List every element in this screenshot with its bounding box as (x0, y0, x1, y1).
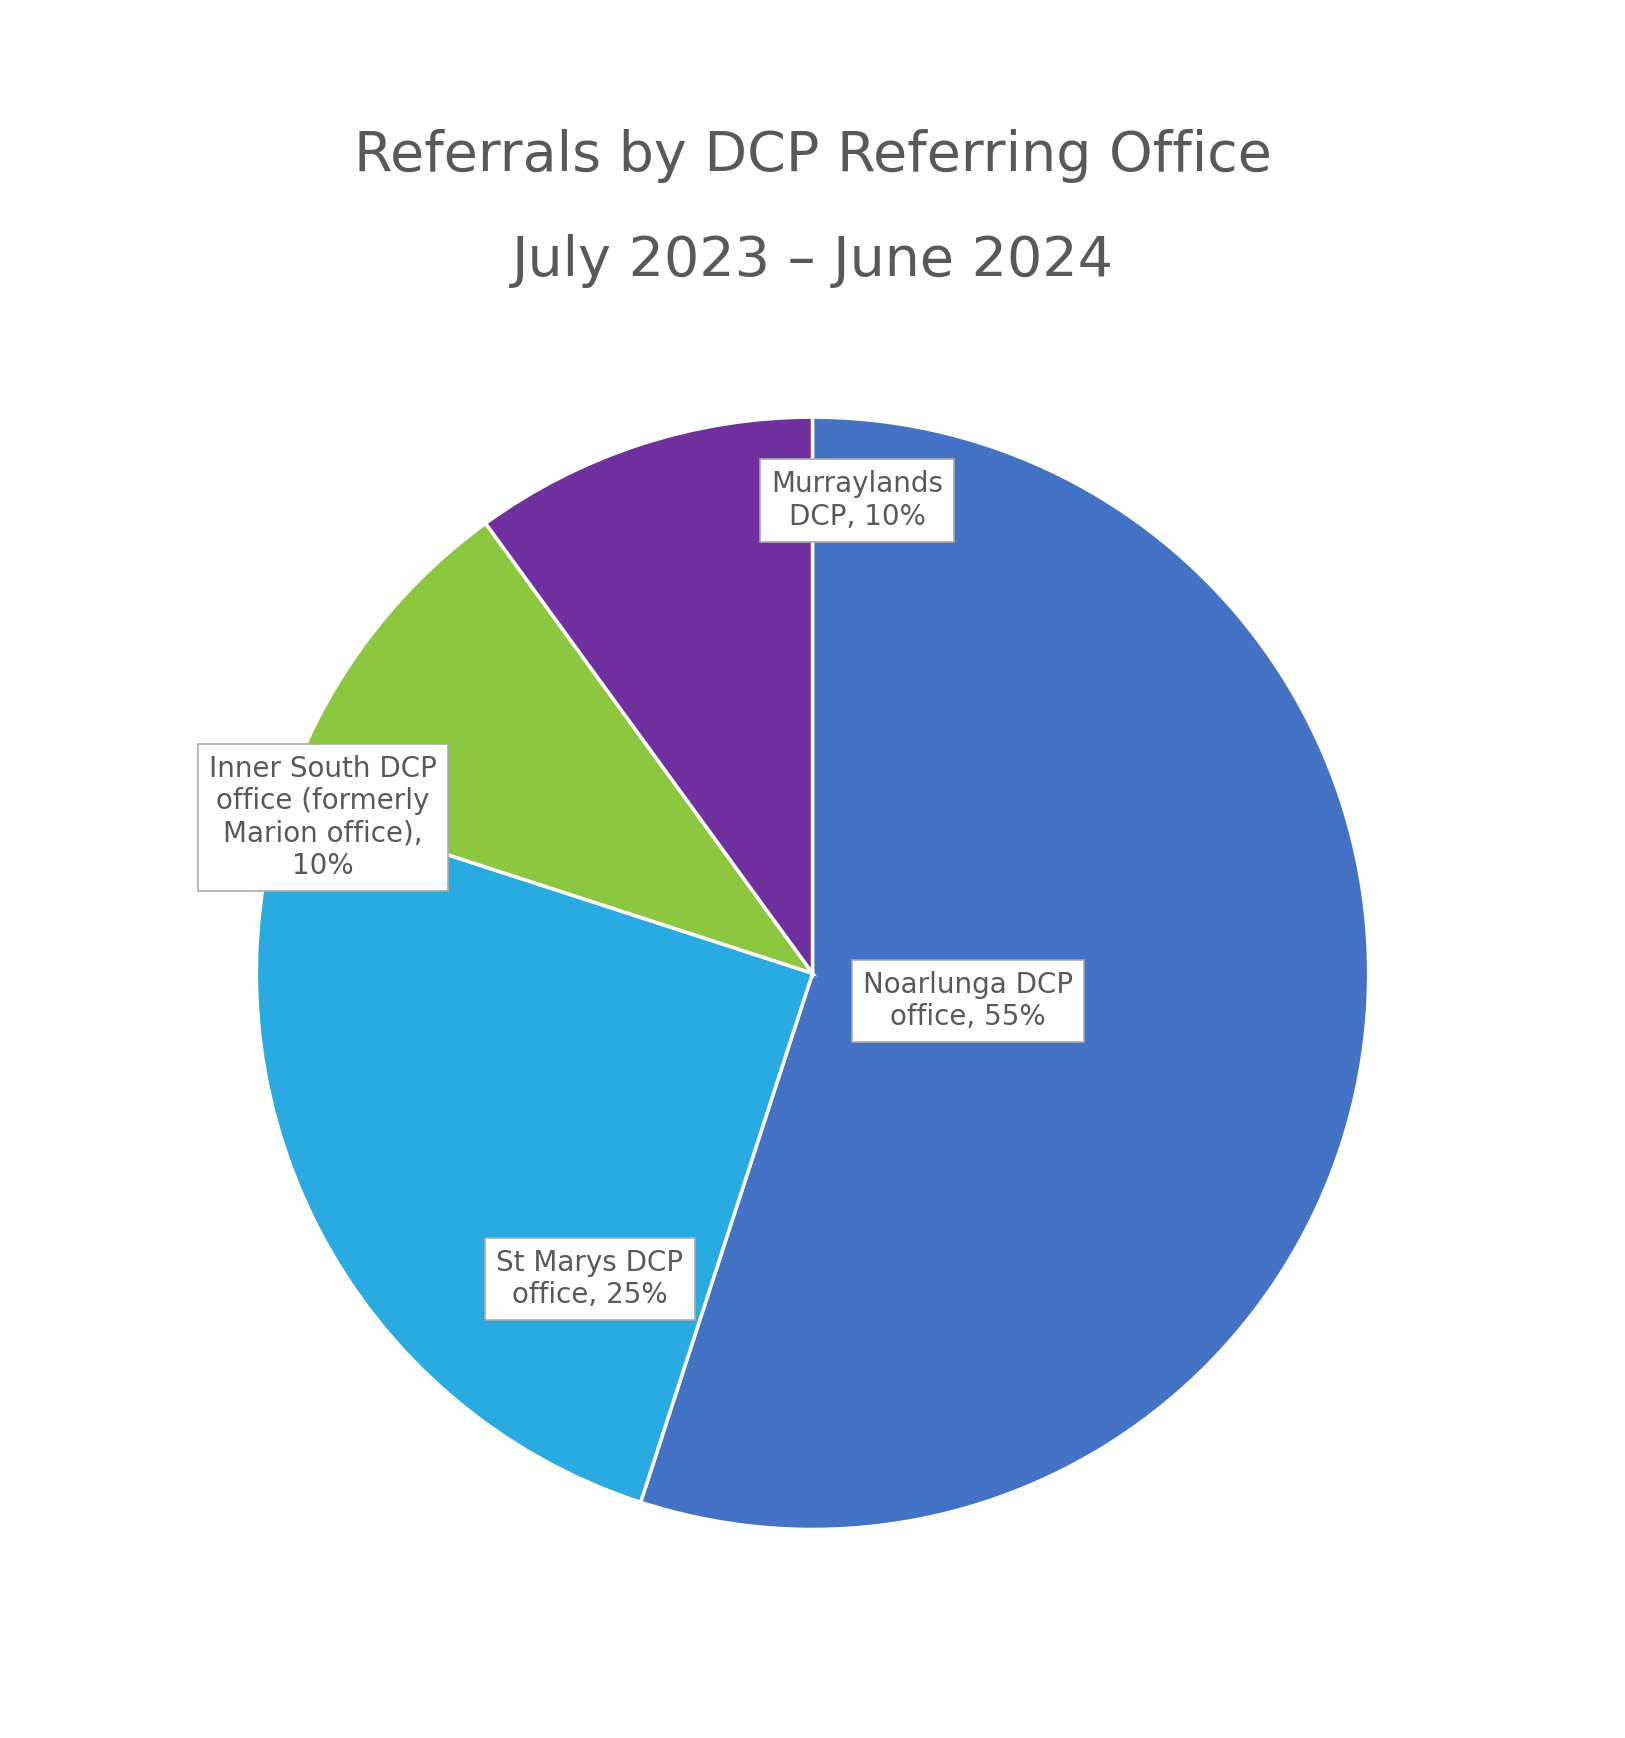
Text: Referrals by DCP Referring Office: Referrals by DCP Referring Office (354, 129, 1271, 184)
Text: St Marys DCP
office, 25%: St Marys DCP office, 25% (497, 1250, 684, 1309)
Wedge shape (283, 523, 812, 973)
Wedge shape (257, 801, 812, 1502)
Wedge shape (640, 417, 1368, 1529)
Text: Murraylands
DCP, 10%: Murraylands DCP, 10% (770, 471, 942, 530)
Text: July 2023 – June 2024: July 2023 – June 2024 (512, 233, 1113, 289)
Text: Noarlunga DCP
office, 55%: Noarlunga DCP office, 55% (863, 972, 1072, 1031)
Text: Inner South DCP
office (formerly
Marion office),
10%: Inner South DCP office (formerly Marion … (210, 754, 437, 879)
Wedge shape (486, 417, 812, 973)
